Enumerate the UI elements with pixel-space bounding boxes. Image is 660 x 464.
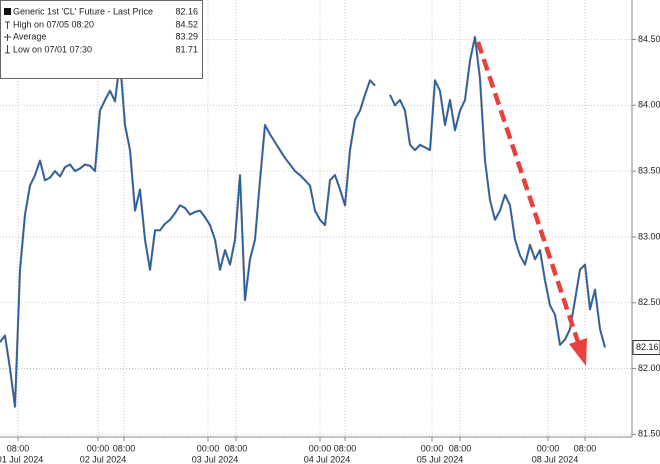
x-tick-label: 08:00	[113, 443, 136, 453]
x-tick-label: 00:00	[87, 443, 110, 453]
x-tick-label: 00:00	[197, 443, 220, 453]
x-tick-label: 08:00	[334, 443, 357, 453]
arrow-head	[569, 338, 587, 366]
trend-arrow	[475, 41, 587, 366]
legend-value: 81.71	[175, 44, 198, 54]
legend-label: High on 07/05 08:20	[13, 19, 94, 29]
plot	[0, 35, 607, 408]
y-tick-label: 83.00	[638, 231, 660, 241]
arrow-shaft	[475, 41, 581, 343]
x-date-label: 01 Jul 2024	[0, 454, 43, 464]
legend-label: Generic 1st 'CL' Future - Last Price	[13, 6, 153, 16]
y-tick-label: 81.50	[638, 429, 660, 439]
legend-icon	[5, 21, 10, 29]
y-tick-label: 84.50	[638, 34, 660, 44]
last-price-tag	[632, 339, 660, 355]
x-tick-label: 08:00	[7, 443, 30, 453]
x-date-label: 03 Jul 2024	[192, 454, 239, 464]
y-tick-label: 84.00	[638, 100, 660, 110]
legend-value: 83.29	[175, 31, 198, 41]
price-line	[0, 36, 606, 408]
legend-value: 82.16	[175, 6, 198, 16]
x-date-label: 02 Jul 2024	[80, 454, 127, 464]
x-tick-label: 00:00	[309, 443, 332, 453]
y-tick-label: 82.00	[638, 363, 660, 373]
x-date-label: 08 Jul 2024	[532, 454, 579, 464]
legend-icon	[5, 45, 10, 54]
x-tick-label: 08:00	[574, 443, 597, 453]
last-price-label: 82.16	[636, 342, 659, 352]
y-tick-label: 82.50	[638, 297, 660, 307]
legend-icon	[4, 34, 11, 41]
legend-label: Average	[13, 31, 46, 41]
legend-label: Low on 07/01 07:30	[13, 44, 92, 54]
y-tick-label: 83.50	[638, 165, 660, 175]
legend-icon	[4, 8, 11, 15]
x-tick-label: 08:00	[449, 443, 472, 453]
x-date-label: 05 Jul 2024	[417, 454, 464, 464]
legend-value: 84.52	[175, 19, 198, 29]
legend: Generic 1st 'CL' Future - Last Price 82.…	[0, 0, 203, 79]
legend-box	[0, 0, 203, 79]
x-tick-label: 00:00	[421, 443, 444, 453]
x-tick-label: 00:00	[537, 443, 560, 453]
x-date-label: 04 Jul 2024	[304, 454, 351, 464]
x-tick-label: 08:00	[225, 443, 248, 453]
